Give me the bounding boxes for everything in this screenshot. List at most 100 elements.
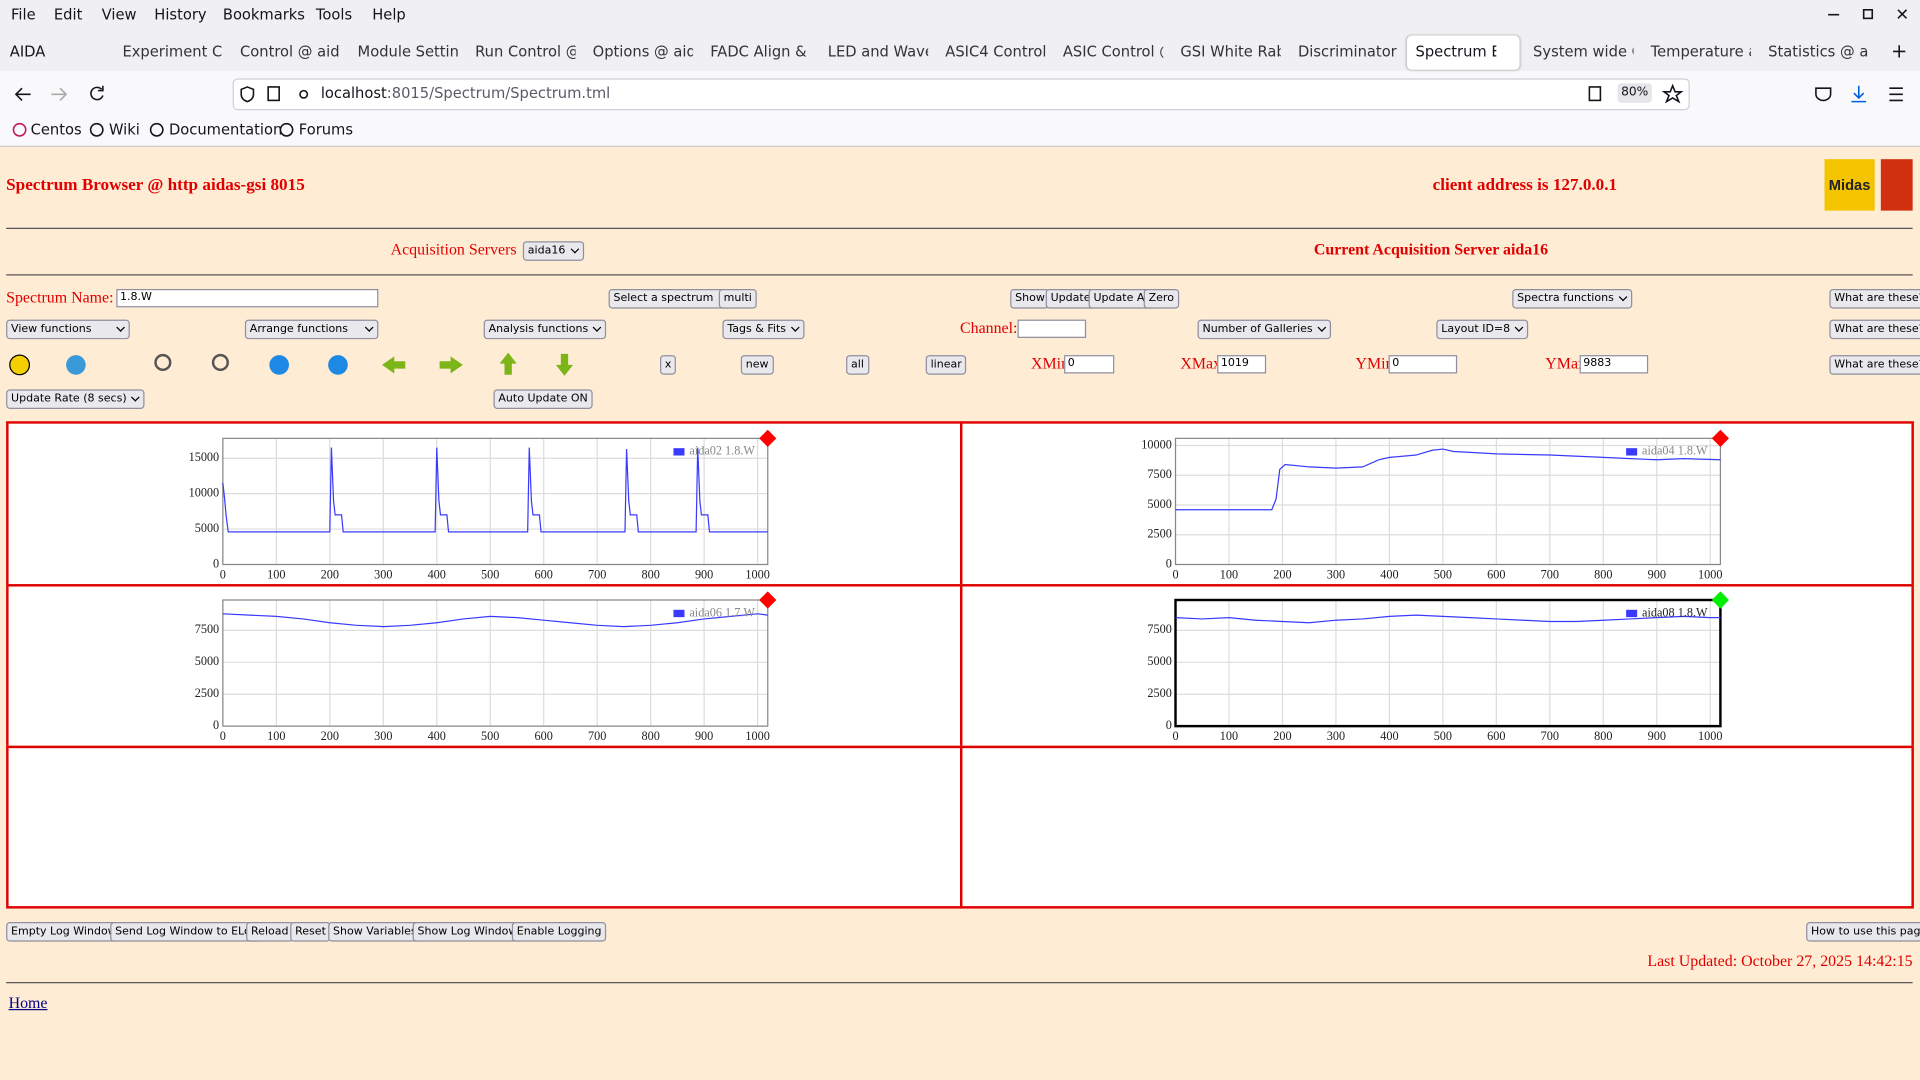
button[interactable]: Show	[1010, 288, 1050, 309]
tab[interactable]: Discriminator c	[1297, 42, 1399, 61]
button[interactable]: new	[740, 355, 774, 375]
tab[interactable]: ASIC4 Control	[945, 42, 1046, 61]
up-icon[interactable]	[499, 352, 517, 375]
down-icon[interactable]	[555, 353, 574, 376]
new-tab[interactable]	[1893, 45, 1906, 58]
button[interactable]: Update All	[1088, 288, 1156, 309]
menu-item[interactable]: Tools	[315, 6, 353, 24]
select[interactable]: Analysis functions	[483, 319, 607, 340]
bookmark-star[interactable]	[1661, 83, 1684, 104]
zoom-out-icon[interactable]	[211, 353, 229, 372]
button[interactable]: x	[660, 355, 677, 375]
icon[interactable]	[328, 355, 348, 375]
plot-cell[interactable]	[960, 745, 1914, 909]
select[interactable]: View functions	[6, 319, 130, 340]
zoom-level[interactable]: 80%	[1617, 83, 1652, 103]
bookmark[interactable]: Forums	[298, 121, 354, 139]
select[interactable]: Update Rate (8 secs)	[6, 389, 146, 409]
bookmark[interactable]: Documentation	[168, 121, 283, 139]
menu-item[interactable]: History	[154, 6, 207, 24]
xmax-input[interactable]: 1019	[1217, 355, 1267, 374]
menu-item[interactable]: Help	[372, 6, 406, 24]
tab[interactable]: Module Settinc	[357, 42, 458, 61]
channel-input[interactable]	[1017, 319, 1087, 338]
plot-cell[interactable]	[960, 584, 1914, 749]
select[interactable]: Spectra functions	[1512, 288, 1633, 309]
logo: Midas	[1824, 159, 1875, 211]
button[interactable]: What are these?	[1829, 319, 1920, 340]
server-select[interactable]: aida16	[522, 241, 584, 261]
select[interactable]: Number of Galleries	[1197, 319, 1332, 340]
forward[interactable]	[51, 87, 68, 101]
button[interactable]: Show Variables	[328, 922, 422, 942]
downloads[interactable]	[1851, 85, 1867, 103]
ymax-input[interactable]: 9883	[1579, 355, 1649, 374]
maximize[interactable]	[1862, 9, 1874, 20]
spectrum-select[interactable]: Select a spectrum	[608, 288, 732, 309]
bookmark[interactable]: Centos	[30, 121, 82, 139]
spectrum-name-input[interactable]: 1.8.W	[116, 288, 379, 308]
menu-item[interactable]: File	[11, 6, 36, 24]
plot-cell[interactable]	[960, 421, 1914, 587]
button[interactable]: Send Log Window to ELog	[110, 922, 263, 942]
left-icon[interactable]	[382, 356, 406, 374]
tab[interactable]: Control @ aida	[240, 42, 341, 61]
reader[interactable]	[1588, 86, 1602, 102]
select[interactable]: Tags & Fits	[722, 319, 805, 340]
tab[interactable]: LED and Wave	[827, 42, 929, 61]
plot-cell[interactable]	[6, 584, 963, 749]
button[interactable]: all	[846, 355, 869, 375]
button[interactable]: Empty Log Window	[6, 922, 122, 942]
tab[interactable]: Temperature a	[1650, 42, 1752, 61]
right-icon[interactable]	[439, 356, 463, 374]
close-window[interactable]	[1897, 9, 1908, 19]
select[interactable]: Layout ID=8	[1436, 319, 1529, 340]
icon[interactable]	[9, 354, 31, 376]
button[interactable]: How to use this page	[1806, 922, 1920, 942]
tab[interactable]: ASIC Control @	[1062, 42, 1164, 61]
button[interactable]: What are these?	[1829, 288, 1920, 309]
button[interactable]: Reset	[290, 922, 331, 942]
tab[interactable]: Run Control @	[475, 42, 576, 61]
button[interactable]: multi	[718, 288, 757, 309]
back[interactable]	[14, 87, 31, 101]
button[interactable]: What are these?	[1829, 355, 1920, 375]
tab[interactable]: FADC Align & C	[710, 42, 811, 61]
zoom-in-icon[interactable]	[154, 353, 172, 372]
bookmark-icon	[89, 122, 104, 137]
bookmark[interactable]: Wiki	[108, 121, 140, 139]
button[interactable]: linear	[925, 355, 967, 375]
button[interactable]: Reload	[246, 922, 294, 942]
tab[interactable]: GSI White Rab	[1180, 42, 1281, 61]
button[interactable]: Auto Update ON	[493, 389, 593, 409]
ymin-input[interactable]: 0	[1388, 355, 1458, 374]
tab[interactable]: Options @ aid	[592, 42, 694, 61]
title-bar	[0, 0, 1920, 72]
button[interactable]: Show Log Window	[412, 922, 523, 942]
home-link[interactable]: Home	[8, 993, 48, 1012]
menu-item[interactable]: Bookmarks	[222, 6, 305, 24]
menu-item[interactable]: View	[101, 6, 137, 24]
url-bar[interactable]	[232, 78, 1690, 111]
permissions[interactable]	[299, 89, 309, 99]
menu-item[interactable]: Edit	[53, 6, 83, 24]
label: YMax	[1545, 353, 1586, 373]
url[interactable]: localhost:8015/Spectrum/Spectrum.tml	[321, 83, 610, 103]
tab[interactable]: Spectrum Br	[1415, 42, 1497, 61]
button[interactable]: Update	[1045, 288, 1096, 309]
icon[interactable]	[269, 355, 289, 375]
button[interactable]: Zero	[1143, 288, 1179, 309]
button[interactable]: Enable Logging	[511, 922, 607, 942]
icon[interactable]	[66, 355, 86, 375]
plot-cell[interactable]	[6, 745, 963, 909]
tab[interactable]: Statistics @ ai	[1768, 42, 1869, 61]
xmin-input[interactable]: 0	[1064, 355, 1115, 374]
reload[interactable]	[90, 85, 104, 101]
tab[interactable]: System wide C	[1533, 42, 1634, 61]
select[interactable]: Arrange functions	[244, 319, 379, 340]
plot-cell[interactable]	[6, 421, 963, 587]
pocket[interactable]	[1815, 87, 1832, 102]
app-menu[interactable]	[1889, 87, 1903, 102]
tab[interactable]: Experiment Co	[122, 42, 223, 61]
